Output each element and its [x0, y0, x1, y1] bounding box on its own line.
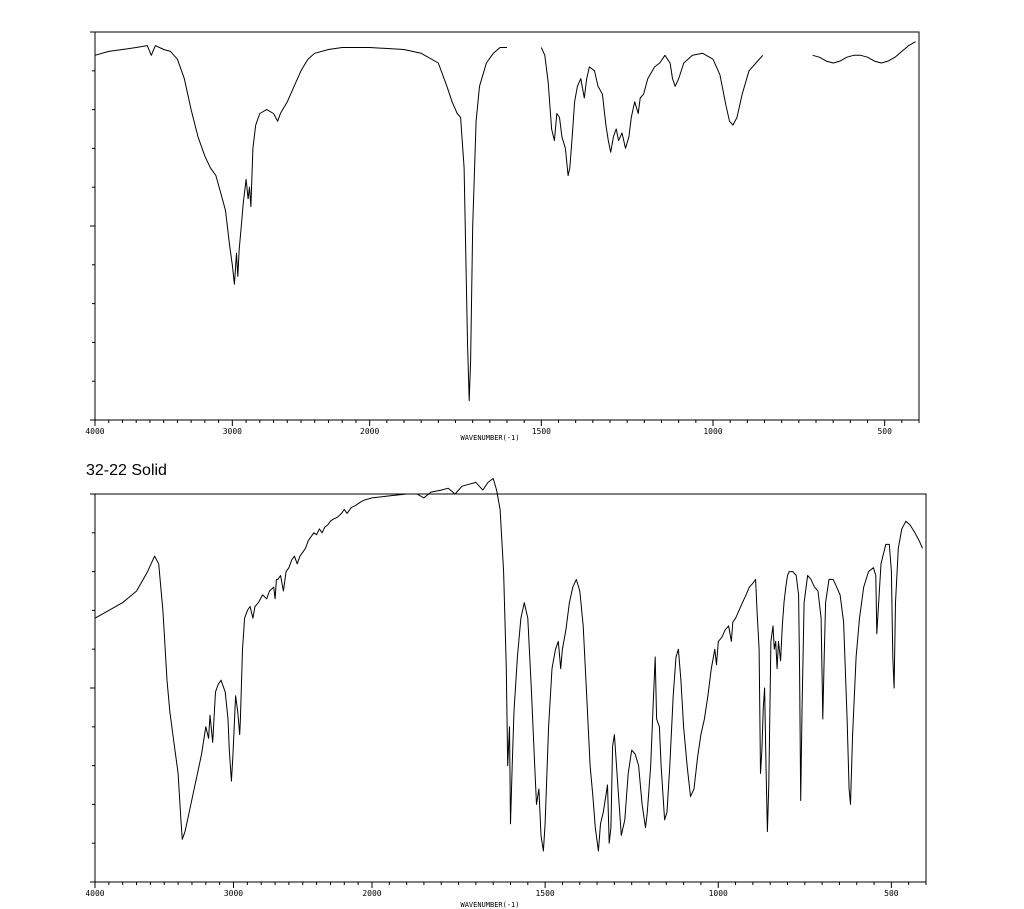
spectrum-trace [94, 41, 916, 402]
sample-label: 32-22 Solid [86, 462, 167, 479]
x-axis-ticks [94, 882, 927, 888]
spectrum-trace [94, 478, 923, 852]
x-axis-tick-labels: 4000 3000 2000 1500 1000 500 [85, 889, 898, 898]
x-axis-title: WAVENUMBER(-1) [460, 434, 519, 442]
x-tick-label: 4000 [85, 427, 104, 436]
x-tick-label: 2000 [360, 427, 379, 436]
y-axis-ticks [90, 31, 95, 421]
plot-frame [94, 31, 920, 421]
x-tick-label: 2000 [362, 889, 381, 898]
x-tick-label: 3000 [223, 427, 242, 436]
ir-spectrum-top: 4000 3000 2000 1500 1000 500 WAVENUMBER(-1) [85, 31, 920, 442]
spectrum-segment [540, 47, 764, 177]
ir-spectrum-bottom: 4000 3000 2000 1500 1000 500 WAVENUMBER(-1) [85, 478, 927, 909]
spectrum-segment [94, 45, 507, 402]
x-tick-label: 500 [877, 427, 892, 436]
x-tick-label: 1500 [535, 889, 554, 898]
x-tick-label: 1000 [703, 427, 722, 436]
x-axis-title: WAVENUMBER(-1) [460, 901, 519, 909]
spectrum-segment [94, 478, 923, 852]
x-tick-label: 3000 [224, 889, 243, 898]
spectrum-segment [812, 41, 916, 64]
x-axis-tick-labels: 4000 3000 2000 1500 1000 500 [85, 427, 892, 436]
x-tick-label: 500 [884, 889, 899, 898]
x-tick-label: 1000 [709, 889, 728, 898]
x-tick-label: 1500 [532, 427, 551, 436]
x-axis-ticks [94, 420, 920, 426]
y-axis-ticks [90, 493, 95, 883]
x-tick-label: 4000 [85, 889, 104, 898]
